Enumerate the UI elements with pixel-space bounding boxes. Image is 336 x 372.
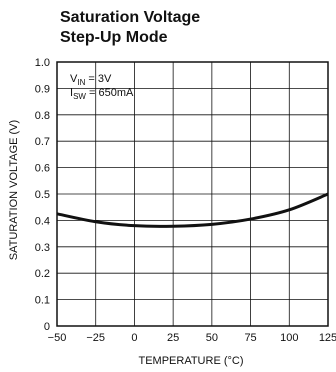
- x-tick-label: 100: [280, 332, 298, 344]
- x-tick-label: 50: [206, 332, 218, 344]
- y-tick-label: 0.1: [35, 295, 50, 307]
- annotation-vin: VIN = 3V: [70, 73, 112, 87]
- y-tick-label: 0.9: [35, 83, 50, 95]
- y-tick-label: 0.5: [35, 189, 50, 201]
- y-tick-label: 0.2: [35, 268, 50, 280]
- x-axis-label: TEMPERATURE (°C): [138, 355, 243, 367]
- y-tick-label: 1.0: [35, 57, 50, 69]
- x-tick-label: −25: [86, 332, 105, 344]
- chart-title-line2: Step-Up Mode: [60, 29, 168, 46]
- x-tick-label: −50: [48, 332, 67, 344]
- y-tick-label: 0.4: [35, 215, 50, 227]
- chart-title-line1: Saturation Voltage: [60, 9, 200, 26]
- x-tick-label: 25: [167, 332, 179, 344]
- x-tick-label: 75: [244, 332, 256, 344]
- x-tick-labels: −50 −25 0 25 50 75 100 125: [48, 332, 336, 344]
- series-line: [56, 192, 329, 228]
- y-tick-label: 0: [44, 321, 50, 333]
- grid: [57, 62, 328, 326]
- y-tick-labels: 0 0.1 0.2 0.3 0.4 0.5 0.6 0.7 0.8 0.9 1.0: [35, 57, 50, 333]
- y-tick-label: 0.6: [35, 163, 50, 175]
- x-tick-label: 125: [319, 332, 336, 344]
- y-tick-label: 0.7: [35, 136, 50, 148]
- x-tick-label: 0: [131, 332, 137, 344]
- annotation-isw: ISW = 650mA: [70, 87, 134, 101]
- y-axis-label: SATURATION VOLTAGE (V): [8, 120, 20, 260]
- y-tick-label: 0.3: [35, 242, 50, 254]
- y-tick-label: 0.8: [35, 110, 50, 122]
